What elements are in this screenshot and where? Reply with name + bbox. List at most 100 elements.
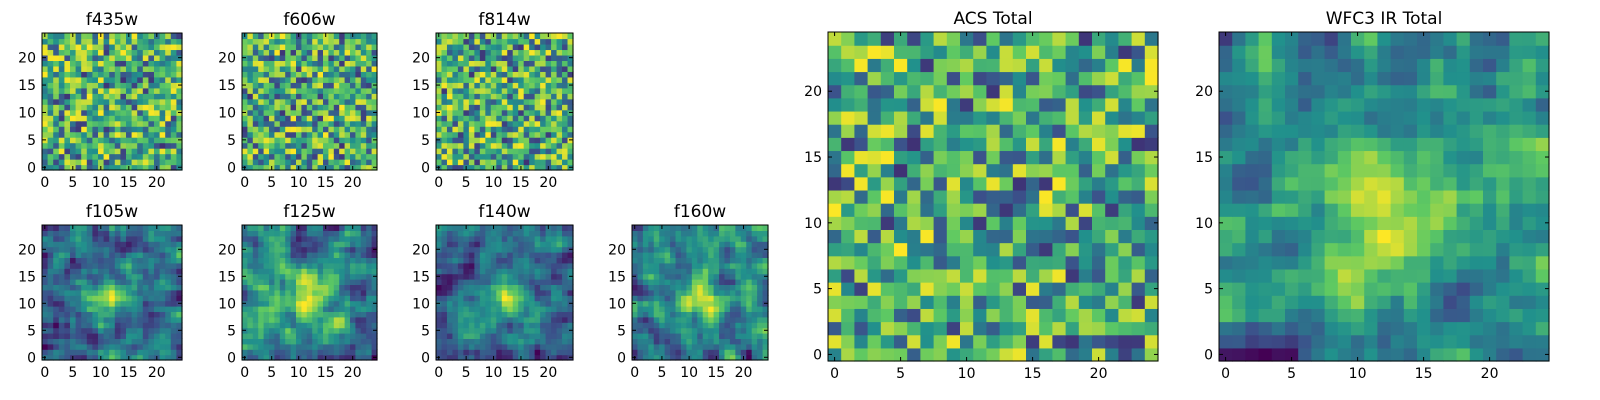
heatmap-cell xyxy=(154,76,161,83)
heatmap-cell xyxy=(323,131,329,138)
heatmap-cell xyxy=(285,295,292,302)
heatmap-cell xyxy=(114,98,121,105)
heatmap-cell xyxy=(242,43,248,51)
heatmap-cell xyxy=(269,159,275,166)
heatmap-cell xyxy=(252,38,259,45)
heatmap-cell xyxy=(468,120,475,127)
heatmap-cell xyxy=(109,164,116,171)
heatmap-cell xyxy=(746,230,753,237)
heatmap-cell xyxy=(457,109,464,116)
heatmap-cell xyxy=(551,316,558,323)
heatmap-cell xyxy=(496,126,503,133)
heatmap-cell xyxy=(1144,242,1159,257)
heatmap-cell xyxy=(103,225,110,231)
heatmap-cell xyxy=(986,347,1001,362)
heatmap-cell xyxy=(474,246,481,253)
heatmap-cell xyxy=(120,235,127,242)
heatmap-cell xyxy=(269,49,275,56)
heatmap-cell xyxy=(328,289,335,296)
heatmap-cell xyxy=(907,163,921,178)
heatmap-cell xyxy=(479,164,486,171)
heatmap-cell xyxy=(148,295,155,302)
heatmap-cell xyxy=(854,216,869,230)
heatmap-cell xyxy=(290,306,297,312)
heatmap-cell xyxy=(1144,203,1159,217)
heatmap-cell xyxy=(137,343,144,350)
heatmap-cell xyxy=(1065,295,1080,309)
heatmap-cell xyxy=(274,98,281,105)
heatmap-cell xyxy=(323,241,329,248)
heatmap-cell xyxy=(339,262,346,269)
heatmap-cell xyxy=(960,176,974,191)
heatmap-cell xyxy=(159,65,166,72)
heatmap-cell xyxy=(81,126,88,133)
heatmap-cell xyxy=(551,268,558,275)
heatmap-cell xyxy=(534,126,541,133)
heatmap-cell xyxy=(53,268,60,275)
x-tick-label: 15 xyxy=(707,365,725,381)
heatmap-cell xyxy=(436,257,443,264)
heatmap-cell xyxy=(312,148,319,155)
heatmap-cell xyxy=(58,93,65,100)
heatmap-cell xyxy=(920,203,935,217)
heatmap-cell xyxy=(258,354,265,361)
heatmap-cell xyxy=(545,262,552,269)
heatmap-cell xyxy=(170,327,177,334)
heatmap-cell xyxy=(468,316,475,323)
heatmap-cell xyxy=(269,300,275,307)
heatmap-cell xyxy=(841,321,855,336)
heatmap-cell xyxy=(1026,347,1040,362)
heatmap-cell xyxy=(540,87,547,94)
heatmap-cell xyxy=(436,142,443,149)
heatmap-cell xyxy=(518,120,525,127)
heatmap-cell xyxy=(1144,308,1159,323)
heatmap-cell xyxy=(452,126,459,133)
heatmap-cell xyxy=(159,338,166,345)
heatmap-cell xyxy=(242,60,248,67)
heatmap-cell xyxy=(339,159,346,166)
heatmap-cell xyxy=(545,268,552,275)
heatmap-cell xyxy=(92,60,99,67)
heatmap-cell xyxy=(512,284,519,291)
heatmap-cell xyxy=(328,82,335,89)
heatmap-cell xyxy=(165,300,172,307)
heatmap-cell xyxy=(306,71,313,78)
heatmap-cell xyxy=(70,43,77,51)
heatmap-cell xyxy=(142,159,149,166)
heatmap-cell xyxy=(159,268,166,275)
heatmap-cell xyxy=(757,316,764,323)
heatmap-cell xyxy=(490,115,497,122)
heatmap-cell xyxy=(540,343,547,350)
heatmap-cell xyxy=(279,153,286,160)
heatmap-cell xyxy=(562,60,569,67)
heatmap-cell xyxy=(496,311,503,318)
heatmap-cell xyxy=(441,43,448,51)
heatmap-cell xyxy=(740,246,747,253)
heatmap-cell xyxy=(339,284,346,291)
heatmap-cell xyxy=(154,54,161,61)
heatmap-cell xyxy=(841,295,855,309)
heatmap-cell xyxy=(42,104,49,111)
plot-frame xyxy=(41,32,183,171)
heatmap-cell xyxy=(247,262,254,269)
heatmap-cell xyxy=(312,38,319,45)
heatmap-cell xyxy=(42,159,49,166)
heatmap-cell xyxy=(366,327,373,334)
heatmap-cell xyxy=(274,322,281,329)
heatmap-cell xyxy=(632,306,639,312)
heatmap-cell xyxy=(463,159,470,166)
heatmap-cell xyxy=(551,327,558,334)
heatmap-cell xyxy=(360,109,367,116)
heatmap-cell xyxy=(170,241,177,248)
heatmap-cell xyxy=(355,338,362,345)
heatmap-cell xyxy=(371,38,378,45)
heatmap-cell xyxy=(551,246,558,253)
heatmap-cell xyxy=(42,311,49,318)
heatmap-cell xyxy=(675,289,682,296)
heatmap-cell xyxy=(339,225,346,231)
heatmap-cell xyxy=(109,311,116,318)
heatmap-cell xyxy=(339,71,346,78)
heatmap-cell xyxy=(371,43,378,51)
heatmap-cell xyxy=(333,71,340,78)
